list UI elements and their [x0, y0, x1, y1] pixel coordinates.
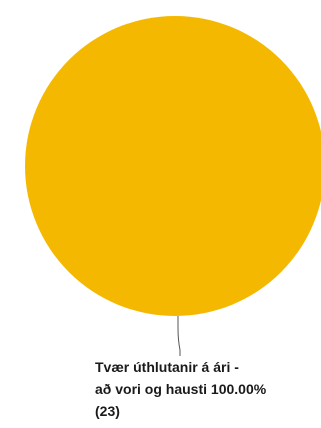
slice-label-line-2: að vori og hausti 100.00%	[95, 381, 267, 397]
slice-label-line-3: (23)	[95, 403, 120, 419]
slice-label: Tvær úthlutanir á ári - að vori og haust…	[95, 359, 270, 419]
pie-slices	[25, 16, 321, 316]
slice-label-line-1: Tvær úthlutanir á ári -	[95, 359, 239, 375]
pie-slice-1	[25, 16, 321, 316]
slice-leader-line	[177, 316, 181, 356]
